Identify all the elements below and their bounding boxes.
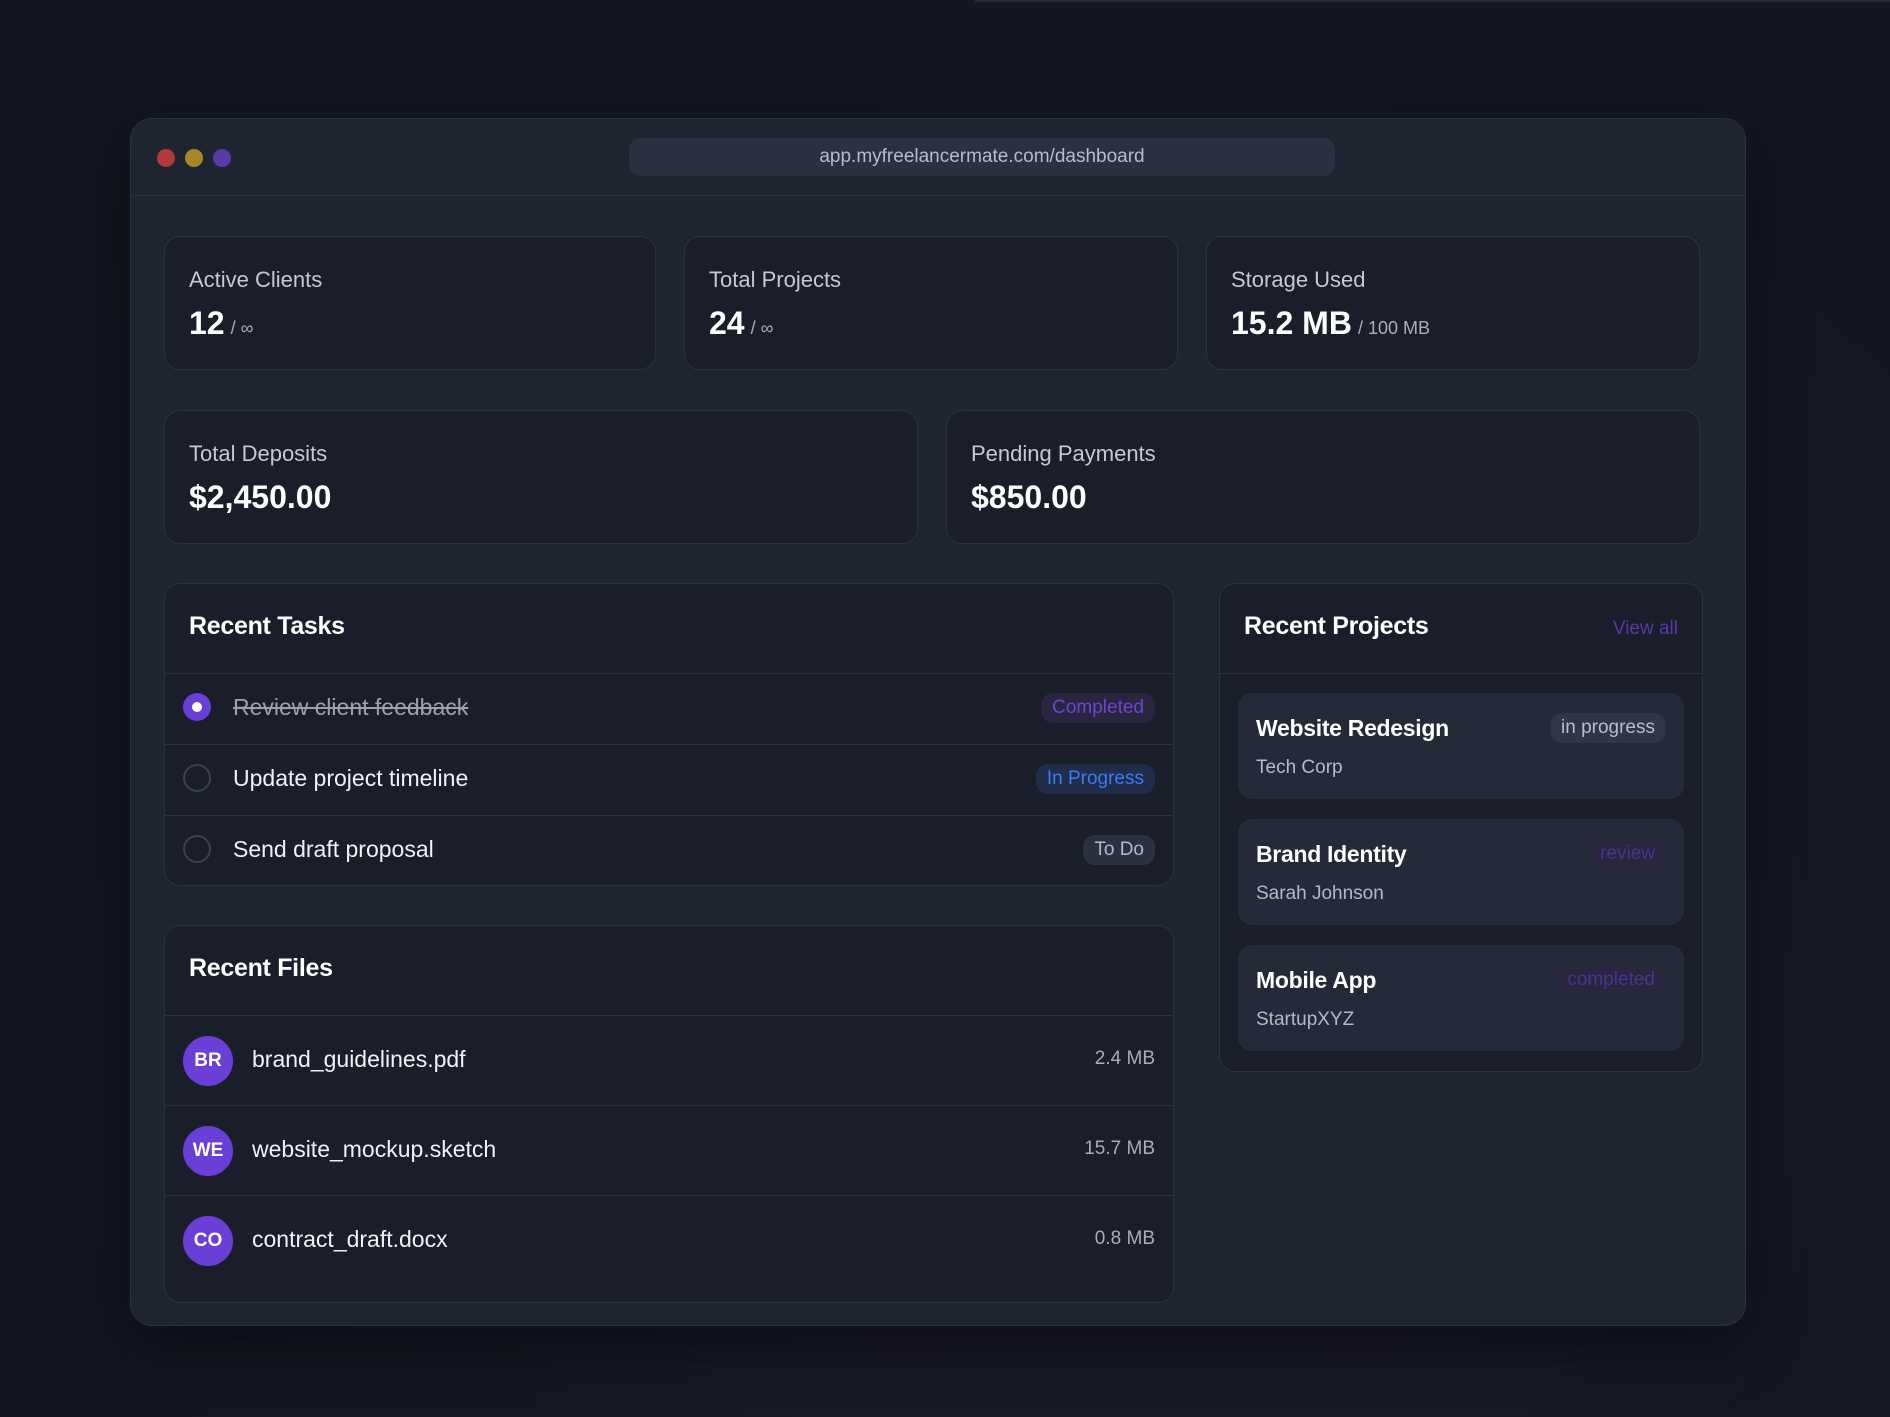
- status-badge: To Do: [1083, 835, 1155, 865]
- stat-label: Total Projects: [709, 267, 842, 292]
- project-name: Mobile App: [1256, 967, 1377, 993]
- project-name: Website Redesign: [1256, 715, 1449, 741]
- file-row[interactable]: WE website_mockup.sketch 15.7 MB: [165, 1105, 1173, 1196]
- stat-value: 24/ ∞: [709, 305, 773, 342]
- stat-label: Active Clients: [189, 267, 323, 292]
- file-size: 0.8 MB: [1094, 1228, 1155, 1249]
- project-status-badge: review: [1589, 839, 1666, 869]
- stat-label: Pending Payments: [971, 441, 1156, 466]
- file-avatar: WE: [183, 1126, 233, 1176]
- task-row[interactable]: Review client feedback Completed: [165, 673, 1173, 745]
- stat-limit: / ∞: [230, 318, 254, 338]
- recent-projects-panel: Recent Projects View all Website Redesig…: [1219, 583, 1703, 1072]
- file-row[interactable]: CO contract_draft.docx 0.8 MB: [165, 1195, 1173, 1286]
- task-text: Update project timeline: [233, 765, 469, 791]
- file-size: 15.7 MB: [1084, 1138, 1155, 1159]
- task-checkbox[interactable]: [183, 764, 211, 792]
- file-row[interactable]: BR brand_guidelines.pdf 2.4 MB: [165, 1015, 1173, 1106]
- project-status-badge: completed: [1556, 965, 1666, 995]
- stat-card-pending-payments: Pending Payments $850.00: [946, 410, 1700, 544]
- section-title: Recent Projects: [1244, 612, 1429, 640]
- file-size: 2.4 MB: [1094, 1048, 1155, 1069]
- stat-value: $2,450.00: [189, 479, 332, 515]
- stat-limit: / 100 MB: [1357, 318, 1430, 338]
- task-text: Send draft proposal: [233, 836, 434, 862]
- status-badge: In Progress: [1035, 764, 1155, 794]
- task-row[interactable]: Send draft proposal To Do: [165, 815, 1173, 887]
- file-name: contract_draft.docx: [252, 1226, 448, 1252]
- browser-window: app.myfreelancermate.com/dashboard Activ…: [130, 118, 1746, 1326]
- stat-value: 15.2 MB/ 100 MB: [1231, 305, 1430, 342]
- stat-number: 12: [189, 305, 225, 341]
- file-avatar: CO: [183, 1216, 233, 1266]
- window-controls: [157, 149, 231, 167]
- divider: [1220, 673, 1702, 674]
- project-card[interactable]: Website Redesign Tech Corp in progress: [1238, 693, 1684, 799]
- project-client: Sarah Johnson: [1256, 883, 1384, 904]
- recent-files-panel: Recent Files BR brand_guidelines.pdf 2.4…: [164, 925, 1174, 1303]
- project-status-badge: in progress: [1550, 713, 1666, 743]
- project-client: StartupXYZ: [1256, 1009, 1355, 1030]
- view-all-link[interactable]: View all: [1612, 618, 1678, 639]
- project-name: Brand Identity: [1256, 841, 1407, 867]
- file-avatar: BR: [183, 1036, 233, 1086]
- minimize-window-dot[interactable]: [185, 149, 203, 167]
- section-title: Recent Tasks: [189, 612, 345, 640]
- stat-card-active-clients: Active Clients 12/ ∞: [164, 236, 656, 370]
- stat-card-storage-used: Storage Used 15.2 MB/ 100 MB: [1206, 236, 1700, 370]
- stat-value: $850.00: [971, 479, 1087, 515]
- window-titlebar: app.myfreelancermate.com/dashboard: [131, 119, 1745, 196]
- stat-card-total-deposits: Total Deposits $2,450.00: [164, 410, 918, 544]
- stat-label: Storage Used: [1231, 267, 1366, 292]
- project-client: Tech Corp: [1256, 757, 1343, 778]
- address-bar[interactable]: app.myfreelancermate.com/dashboard: [629, 138, 1335, 176]
- close-window-dot[interactable]: [157, 149, 175, 167]
- maximize-window-dot[interactable]: [213, 149, 231, 167]
- project-card[interactable]: Brand Identity Sarah Johnson review: [1238, 819, 1684, 925]
- file-name: website_mockup.sketch: [252, 1136, 497, 1162]
- top-edge-line: [975, 0, 1890, 2]
- status-badge: Completed: [1041, 693, 1155, 723]
- recent-tasks-panel: Recent Tasks Review client feedback Comp…: [164, 583, 1174, 886]
- task-checkbox[interactable]: [183, 835, 211, 863]
- stat-card-total-projects: Total Projects 24/ ∞: [684, 236, 1178, 370]
- stat-number: 24: [709, 305, 745, 341]
- task-text: Review client feedback: [233, 694, 469, 720]
- task-row[interactable]: Update project timeline In Progress: [165, 744, 1173, 816]
- file-name: brand_guidelines.pdf: [252, 1046, 466, 1072]
- task-checkbox[interactable]: [183, 693, 211, 721]
- stat-limit: / ∞: [750, 318, 774, 338]
- section-title: Recent Files: [189, 954, 333, 982]
- stat-value: 12/ ∞: [189, 305, 253, 342]
- stat-number: 15.2 MB: [1231, 305, 1352, 341]
- stat-label: Total Deposits: [189, 441, 328, 466]
- project-card[interactable]: Mobile App StartupXYZ completed: [1238, 945, 1684, 1051]
